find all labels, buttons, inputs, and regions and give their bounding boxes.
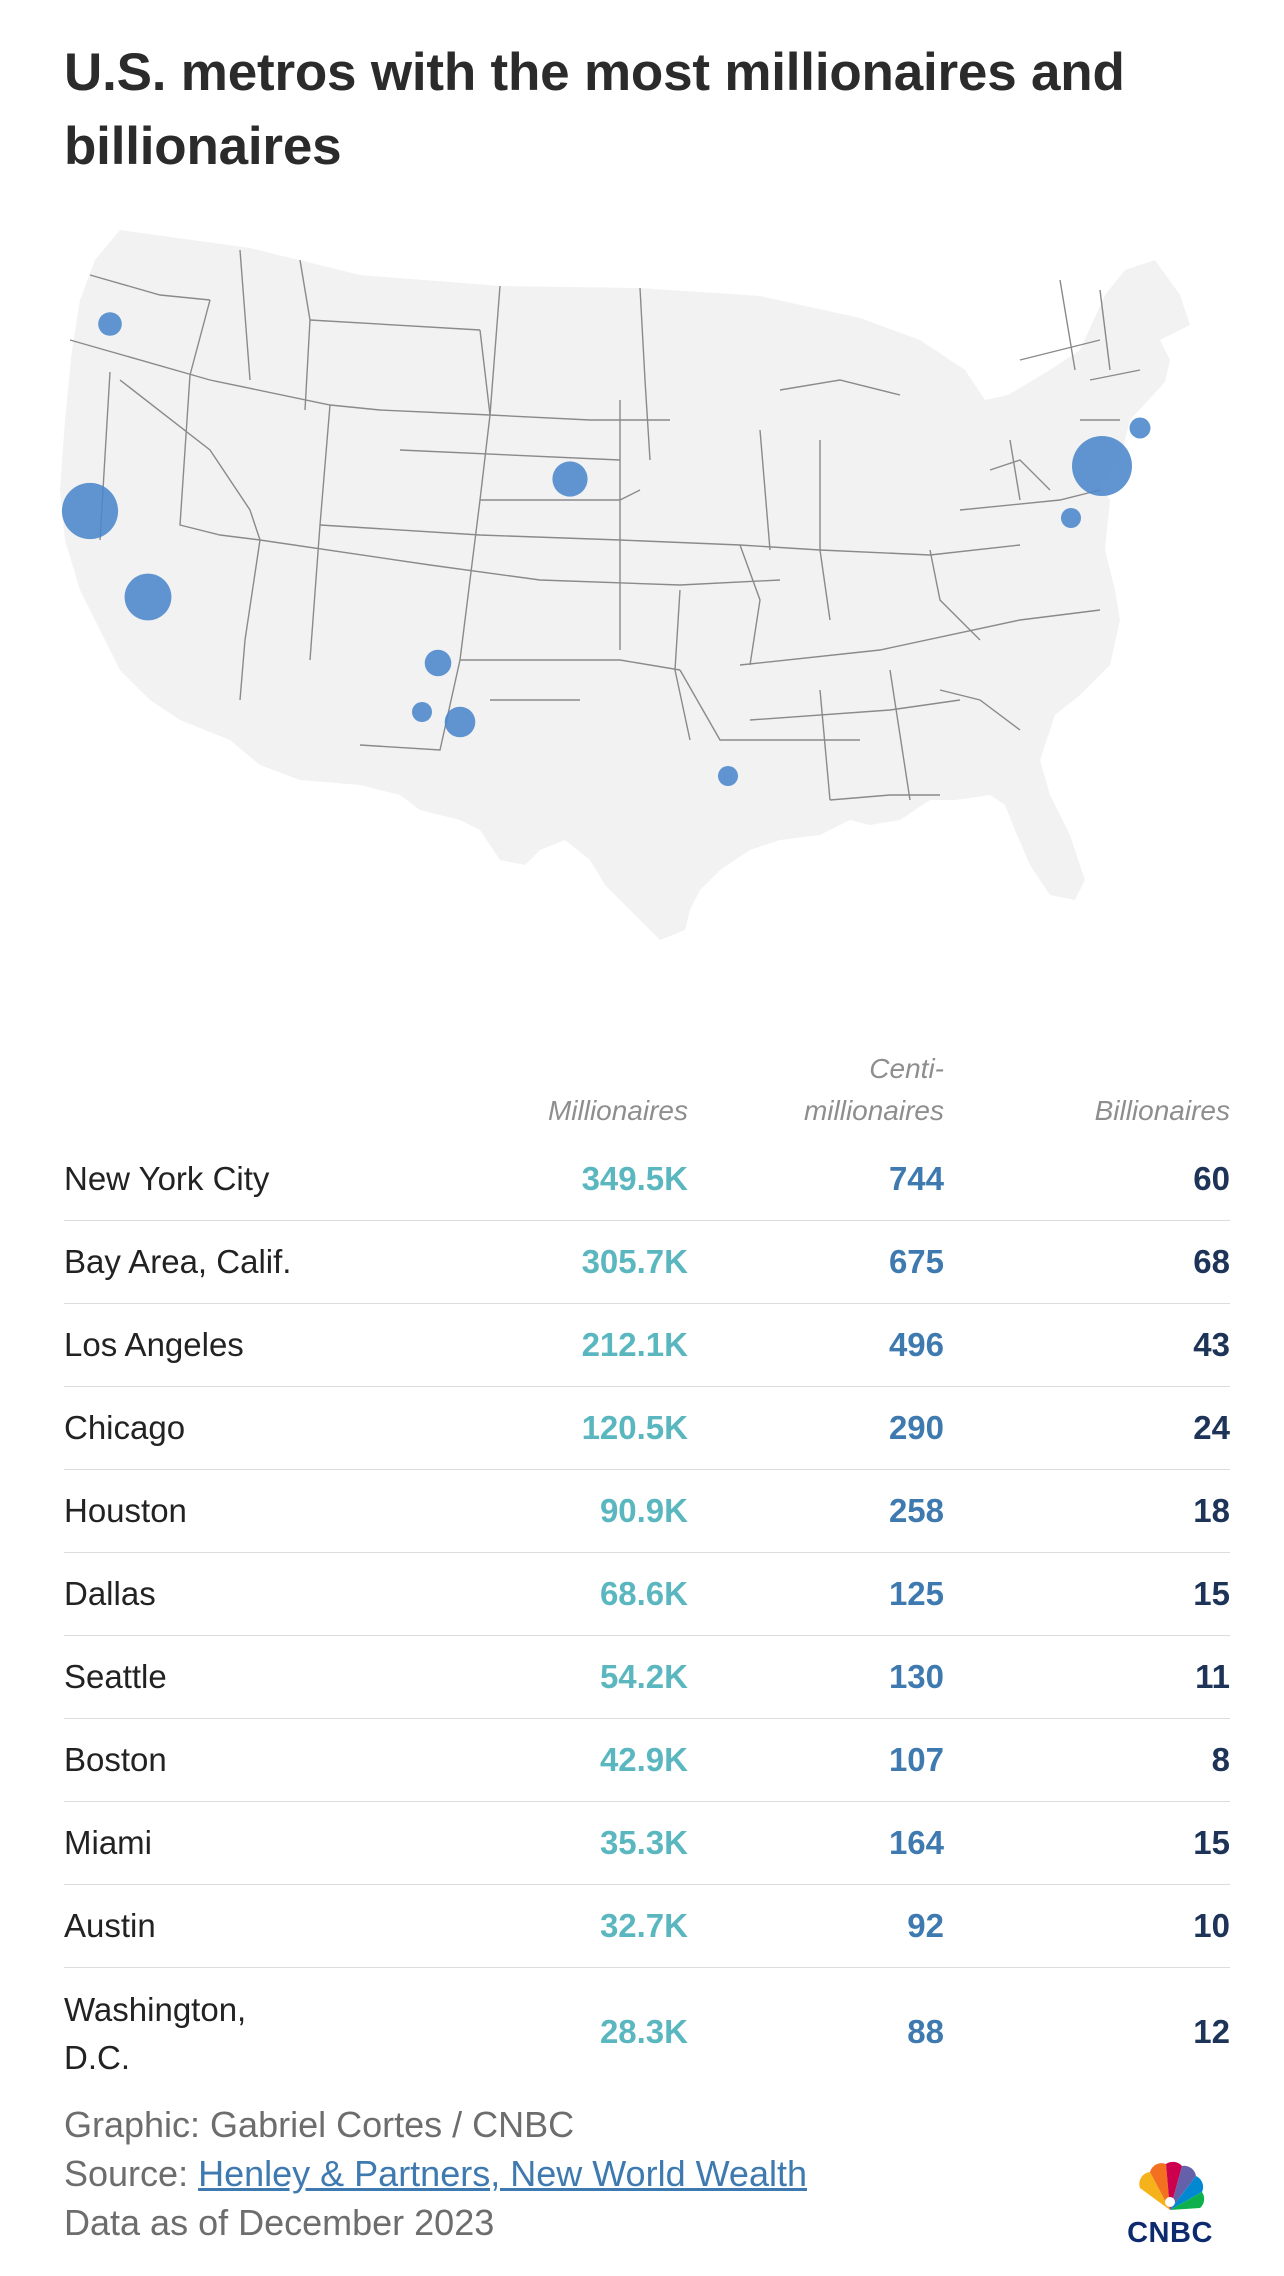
table-row: Washington, D.C. 28.3K 88 12: [64, 1968, 1230, 2096]
source-prefix: Source:: [64, 2153, 199, 2194]
table-header: Millionaires Centi- millionaires Billion…: [64, 1020, 1230, 1138]
cell-millionaires: 90.9K: [599, 1492, 688, 1529]
cell-centimillionaires: 92: [907, 1907, 944, 1944]
cnbc-logo: CNBC: [1120, 2158, 1220, 2250]
table-row: Seattle 54.2K 130 11: [64, 1636, 1230, 1719]
footer: Graphic: Gabriel Cortes / CNBC Source: H…: [64, 2100, 807, 2247]
cell-centimillionaires: 496: [888, 1326, 944, 1363]
cell-centimillionaires: 88: [907, 2013, 944, 2050]
cell-millionaires: 54.2K: [599, 1658, 688, 1695]
cell-billionaires: 60: [1193, 1160, 1230, 1197]
cell-city: Bay Area, Calif.: [64, 1243, 292, 1280]
cell-billionaires: 12: [1193, 2013, 1230, 2050]
cell-city: Boston: [64, 1741, 167, 1778]
cell-city: Washington, D.C.: [64, 1991, 247, 2076]
bubble-miami: [718, 766, 738, 786]
us-land: [60, 230, 1190, 940]
bubble-washington-d-c: [1061, 508, 1081, 528]
bubble-new-york-city: [1072, 436, 1132, 496]
bubble-layer: [61, 312, 1151, 786]
source-line: Source: Henley & Partners, New World Wea…: [64, 2149, 807, 2198]
data-date: Data as of December 2023: [64, 2202, 495, 2243]
bubble-houston: [444, 706, 476, 738]
table-row: Miami 35.3K 164 15: [64, 1802, 1230, 1885]
cell-city: Seattle: [64, 1658, 167, 1695]
chart-title: U.S. metros with the most millionaires a…: [64, 43, 1125, 176]
bubble-chicago: [552, 461, 588, 497]
header-centi-line1: Centi-: [869, 1053, 944, 1084]
header-billionaires: Billionaires: [1094, 1095, 1230, 1126]
cell-city: Austin: [64, 1907, 156, 1944]
cell-billionaires: 43: [1193, 1326, 1230, 1363]
cell-billionaires: 18: [1193, 1492, 1230, 1529]
cell-centimillionaires: 107: [888, 1741, 944, 1778]
cell-city: Houston: [64, 1492, 187, 1529]
us-map-svg: [60, 230, 1190, 940]
bubble-austin: [412, 702, 432, 722]
cell-millionaires: 28.3K: [599, 2013, 688, 2050]
source-link[interactable]: Henley & Partners, New World Wealth: [198, 2153, 807, 2194]
cell-millionaires: 32.7K: [599, 1907, 688, 1944]
table-row: Los Angeles 212.1K 496 43: [64, 1304, 1230, 1387]
cell-billionaires: 15: [1193, 1824, 1230, 1861]
cell-billionaires: 8: [1211, 1741, 1230, 1778]
cell-millionaires: 120.5K: [581, 1409, 688, 1446]
cell-centimillionaires: 258: [888, 1492, 944, 1529]
cell-city: Miami: [64, 1824, 152, 1861]
table-row: Dallas 68.6K 125 15: [64, 1553, 1230, 1636]
cell-millionaires: 68.6K: [599, 1575, 688, 1612]
cell-city: New York City: [64, 1160, 270, 1197]
cell-centimillionaires: 130: [888, 1658, 944, 1695]
table-row: Boston 42.9K 107 8: [64, 1719, 1230, 1802]
bubble-seattle: [98, 312, 122, 336]
table-row: New York City 349.5K 744 60: [64, 1138, 1230, 1221]
table-row: Houston 90.9K 258 18: [64, 1470, 1230, 1553]
data-table: Millionaires Centi- millionaires Billion…: [64, 1020, 1230, 2096]
bubble-dallas: [424, 649, 452, 677]
header-millionaires: Millionaires: [547, 1095, 688, 1126]
cell-billionaires: 68: [1193, 1243, 1230, 1280]
table-row: Chicago 120.5K 290 24: [64, 1387, 1230, 1470]
bubble-boston: [1129, 417, 1151, 439]
graphic-credit: Graphic: Gabriel Cortes / CNBC: [64, 2104, 575, 2145]
cell-centimillionaires: 675: [888, 1243, 944, 1280]
cell-millionaires: 42.9K: [599, 1741, 688, 1778]
header-centi-line2: millionaires: [803, 1095, 944, 1126]
bubble-bay-area-calif: [61, 482, 119, 540]
cell-billionaires: 11: [1195, 1658, 1230, 1695]
cell-centimillionaires: 125: [888, 1575, 944, 1612]
cell-centimillionaires: 164: [888, 1824, 944, 1861]
cell-millionaires: 212.1K: [581, 1326, 688, 1363]
peacock-icon: [1139, 2161, 1205, 2210]
cell-centimillionaires: 744: [888, 1160, 944, 1197]
cell-billionaires: 15: [1193, 1575, 1230, 1612]
cell-billionaires: 10: [1193, 1907, 1230, 1944]
bubble-los-angeles: [124, 573, 172, 621]
cell-city: Chicago: [64, 1409, 186, 1446]
logo-text: CNBC: [1127, 2217, 1213, 2249]
table-row: Austin 32.7K 92 10: [64, 1885, 1230, 1968]
state-borders: [69, 249, 1141, 801]
cell-billionaires: 24: [1193, 1409, 1230, 1446]
cell-centimillionaires: 290: [888, 1409, 944, 1446]
cell-millionaires: 305.7K: [581, 1243, 688, 1280]
cell-millionaires: 349.5K: [581, 1160, 688, 1197]
header-centimillionaires: Centi- millionaires: [724, 1048, 944, 1132]
table-row: Bay Area, Calif. 305.7K 675 68: [64, 1221, 1230, 1304]
cell-city: Los Angeles: [64, 1326, 244, 1363]
cell-city: Dallas: [64, 1575, 156, 1612]
us-map: [60, 220, 1240, 960]
cell-millionaires: 35.3K: [599, 1824, 688, 1861]
